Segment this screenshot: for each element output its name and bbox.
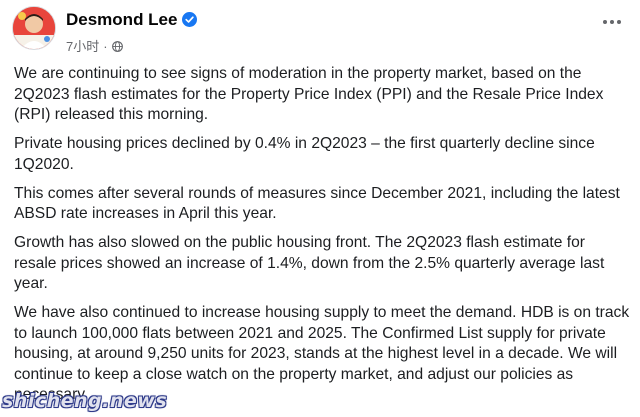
globe-icon[interactable] <box>112 41 123 52</box>
avatar-icon <box>13 7 55 49</box>
post-timestamp[interactable]: 7小时 <box>66 39 99 54</box>
post-body: We are continuing to see signs of modera… <box>14 64 630 414</box>
verified-badge-icon <box>182 12 197 27</box>
more-options-dot <box>617 20 621 24</box>
author-avatar[interactable] <box>12 6 56 50</box>
post-meta: 7小时 · <box>66 36 123 55</box>
post-paragraph: This comes after several rounds of measu… <box>14 184 630 225</box>
post-paragraph: We are continuing to see signs of modera… <box>14 64 630 126</box>
post-header: Desmond Lee 7小时 · <box>12 6 628 56</box>
meta-separator: · <box>103 39 107 54</box>
post-paragraph: Private housing prices declined by 0.4% … <box>14 134 630 175</box>
post-paragraph: We have also continued to increase housi… <box>14 303 630 406</box>
more-options-icon <box>603 20 607 24</box>
post-paragraph: Growth has also slowed on the public hou… <box>14 233 630 295</box>
more-options-dot <box>610 20 614 24</box>
author-name[interactable]: Desmond Lee <box>66 10 197 30</box>
more-options-button[interactable] <box>598 12 626 32</box>
author-name-text[interactable]: Desmond Lee <box>66 10 177 29</box>
